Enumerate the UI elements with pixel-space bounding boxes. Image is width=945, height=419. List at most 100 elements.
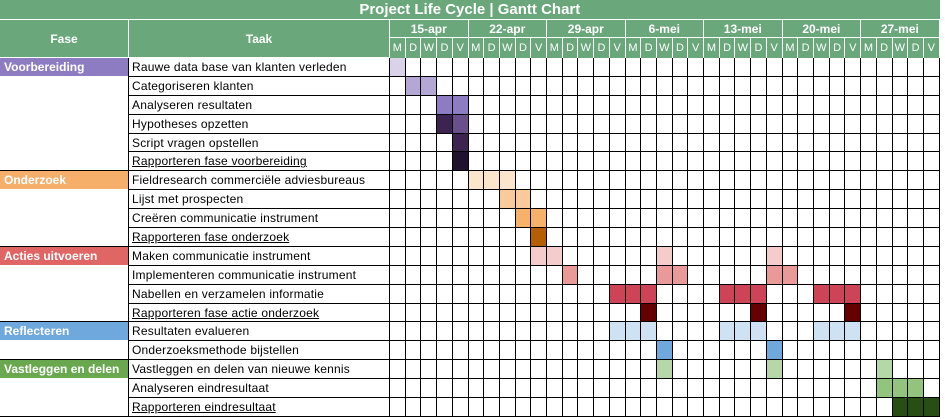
grid-cell <box>782 58 799 77</box>
grid-cell <box>452 322 469 342</box>
grid-cell <box>437 133 453 153</box>
grid-cell <box>798 133 814 153</box>
grid-cell <box>625 360 642 380</box>
grid-cell <box>421 284 438 304</box>
grid-cell <box>468 76 485 96</box>
grid-cell <box>641 379 657 399</box>
day-header: D <box>562 38 579 58</box>
grid-cell <box>908 114 924 134</box>
grid-cell <box>892 322 909 342</box>
grid-cell <box>704 114 720 134</box>
grid-cell <box>688 209 705 229</box>
grid-cell <box>421 209 438 229</box>
grid-cell <box>798 322 814 342</box>
grid-cell <box>813 246 830 266</box>
grid-cell <box>719 58 736 77</box>
grid-cell <box>515 152 532 172</box>
grid-cell <box>421 114 438 134</box>
gantt-bar <box>656 265 673 285</box>
grid-cell <box>688 171 705 191</box>
grid-cell <box>437 171 453 191</box>
grid-cell <box>829 152 846 172</box>
gantt-bar <box>892 379 909 399</box>
grid-cell <box>813 152 830 172</box>
grid-cell <box>578 398 595 417</box>
grid-cell <box>609 95 626 115</box>
grid-cell <box>421 228 438 247</box>
grid-cell <box>405 284 422 304</box>
grid-cell <box>861 265 877 285</box>
phase-cell: Reflecteren <box>0 322 129 361</box>
gantt-bar <box>641 322 657 342</box>
day-header: M <box>625 38 642 58</box>
grid-cell <box>499 246 516 266</box>
grid-cell <box>562 171 579 191</box>
grid-cell <box>719 303 736 323</box>
day-header: W <box>892 38 909 58</box>
grid-cell <box>499 341 516 361</box>
grid-cell <box>515 398 532 417</box>
grid-cell <box>437 284 453 304</box>
grid-cell <box>531 171 548 191</box>
grid-cell <box>515 265 532 285</box>
grid-cell <box>562 398 579 417</box>
grid-cell <box>609 209 626 229</box>
task-label: Rapporteren fase voorbereiding <box>132 154 307 169</box>
chart-title: Project Life Cycle | Gantt Chart <box>0 0 940 20</box>
grid-cell <box>656 398 673 417</box>
grid-cell <box>719 228 736 247</box>
grid-cell <box>735 95 752 115</box>
task-name: Script vragen opstellen <box>129 133 390 153</box>
grid-cell <box>829 265 846 285</box>
grid-cell <box>672 341 689 361</box>
grid-cell <box>688 228 705 247</box>
grid-cell <box>531 398 548 417</box>
grid-cell <box>484 341 500 361</box>
grid-cell <box>704 398 720 417</box>
week-header: 13-mei <box>704 20 783 38</box>
grid-cell <box>813 379 830 399</box>
grid-cell <box>390 246 406 266</box>
grid-cell <box>861 246 877 266</box>
grid-cell <box>594 171 610 191</box>
grid-cell <box>908 228 924 247</box>
grid-cell <box>578 95 595 115</box>
grid-cell <box>876 114 893 134</box>
task-label: Maken communicatie instrument <box>132 248 311 263</box>
grid-cell <box>704 76 720 96</box>
grid-cell <box>813 265 830 285</box>
grid-cell <box>656 209 673 229</box>
day-header: D <box>798 38 814 58</box>
grid-cell <box>735 114 752 134</box>
grid-cell <box>704 190 720 210</box>
grid-cell <box>656 171 673 191</box>
grid-cell <box>531 303 548 323</box>
grid-cell <box>578 322 595 342</box>
gantt-bar <box>656 246 673 266</box>
grid-cell <box>829 58 846 77</box>
task-name: Hypotheses opzetten <box>129 114 390 134</box>
gantt-bar <box>735 284 752 304</box>
grid-cell <box>845 209 862 229</box>
grid-cell <box>641 398 657 417</box>
grid-cell <box>437 209 453 229</box>
gantt-bar <box>845 322 862 342</box>
task-label: Analyseren eindresultaat <box>132 381 269 396</box>
grid-cell <box>672 303 689 323</box>
grid-cell <box>876 152 893 172</box>
grid-cell <box>578 133 595 153</box>
grid-cell <box>531 58 548 77</box>
grid-cell <box>578 76 595 96</box>
grid-cell <box>390 228 406 247</box>
gantt-bar <box>499 171 516 191</box>
grid-cell <box>515 228 532 247</box>
grid-cell <box>672 209 689 229</box>
grid-cell <box>405 265 422 285</box>
grid-cell <box>484 246 500 266</box>
grid-cell <box>751 341 767 361</box>
grid-cell <box>515 379 532 399</box>
day-header: D <box>484 38 500 58</box>
grid-cell <box>641 360 657 380</box>
grid-cell <box>562 284 579 304</box>
grid-cell <box>735 209 752 229</box>
